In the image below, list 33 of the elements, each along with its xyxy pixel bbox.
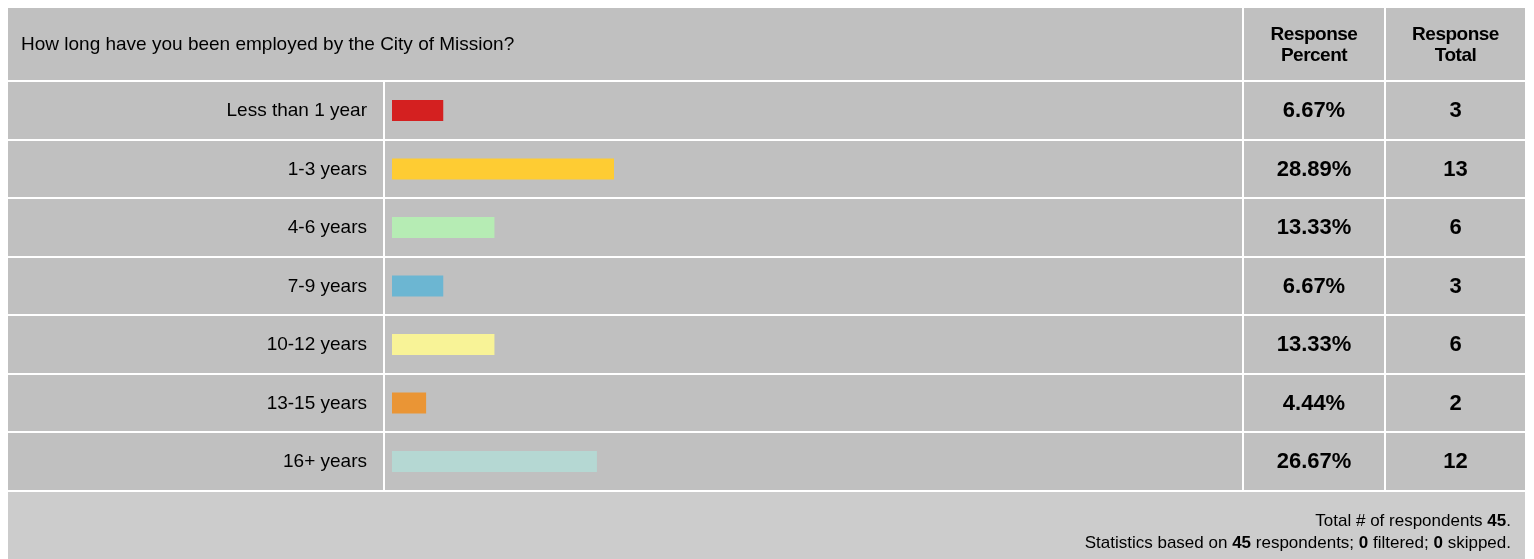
bar <box>392 100 444 121</box>
text: Total # of respondents 45. <box>1315 510 1511 530</box>
text: 12 <box>1443 448 1468 475</box>
text: 3 <box>1449 272 1462 299</box>
text: Response Total <box>1411 23 1500 65</box>
data-label: 26.67% <box>1276 448 1352 475</box>
data-label: 13.33% <box>1276 331 1352 358</box>
text: 6 <box>1449 331 1462 358</box>
data-label: 28.89% <box>1276 155 1352 182</box>
bar <box>392 158 614 180</box>
data-label: 6.67% <box>1282 97 1346 124</box>
text: 2 <box>1449 389 1462 416</box>
bar <box>392 334 495 355</box>
text: Statistics based on 45 respondents; 0 filtered; 0 skipped. <box>1084 532 1511 552</box>
bar <box>392 451 597 472</box>
data-label: 13.33% <box>1276 214 1352 241</box>
y-tick-label: 16+ years <box>283 450 368 473</box>
data-label: 4.44% <box>1282 389 1346 416</box>
text: 13 <box>1443 155 1468 182</box>
bar <box>392 275 444 297</box>
bar <box>392 392 427 414</box>
text: Response Percent <box>1269 23 1359 65</box>
chart-title: How long have you been employed by the City of Mission? <box>20 33 515 55</box>
text: 3 <box>1449 97 1462 124</box>
y-tick-label: 4-6 years <box>287 216 368 239</box>
y-tick-label: 7-9 years <box>287 274 368 297</box>
y-tick-label: 10-12 years <box>266 333 368 356</box>
text: 6 <box>1449 214 1462 241</box>
y-tick-label: 13-15 years <box>266 391 368 414</box>
bar <box>392 217 495 238</box>
data-label: 6.67% <box>1282 272 1346 299</box>
y-tick-label: 1-3 years <box>287 157 368 180</box>
y-tick-label: Less than 1 year <box>226 99 368 122</box>
